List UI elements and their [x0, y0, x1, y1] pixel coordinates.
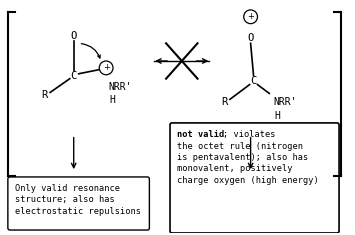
Text: Only valid resonance
structure; also has
electrostatic repulsions: Only valid resonance structure; also has… [15, 184, 141, 216]
Text: +: + [103, 63, 110, 72]
Text: O: O [247, 33, 254, 43]
Text: R: R [221, 97, 227, 107]
Text: not valid: not valid [177, 130, 224, 139]
FancyArrowPatch shape [81, 44, 100, 58]
Text: NRR': NRR' [108, 82, 132, 92]
FancyBboxPatch shape [170, 123, 339, 233]
Text: NRR': NRR' [273, 97, 297, 107]
FancyBboxPatch shape [8, 177, 149, 230]
Text: O: O [71, 31, 77, 41]
Text: +: + [247, 12, 254, 21]
Text: C: C [71, 71, 77, 81]
Text: ; violates: ; violates [223, 130, 275, 139]
Text: R: R [41, 90, 47, 100]
Text: C: C [250, 76, 257, 86]
Text: H: H [109, 95, 115, 105]
Text: the octet rule (nitrogen
is pentavalent); also has
monovalent, positively
charge: the octet rule (nitrogen is pentavalent)… [177, 141, 319, 185]
Text: H: H [274, 111, 280, 121]
